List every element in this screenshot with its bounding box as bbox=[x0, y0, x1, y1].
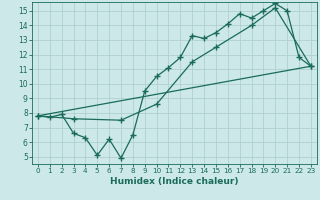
X-axis label: Humidex (Indice chaleur): Humidex (Indice chaleur) bbox=[110, 177, 239, 186]
